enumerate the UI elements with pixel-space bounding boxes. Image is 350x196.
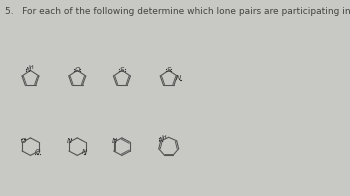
Text: 5.   For each of the following determine which lone pairs are participating in a: 5. For each of the following determine w… [5, 6, 350, 15]
Text: N: N [159, 137, 164, 143]
Text: O: O [21, 138, 26, 144]
Text: H: H [28, 65, 33, 70]
Text: S: S [120, 67, 124, 73]
Text: O: O [75, 67, 80, 73]
Text: N: N [176, 75, 181, 81]
Text: N: N [67, 138, 72, 144]
Text: N: N [82, 149, 87, 155]
Text: N: N [112, 138, 117, 144]
Text: N: N [26, 67, 32, 73]
Text: H: H [161, 135, 166, 140]
Text: S: S [167, 67, 171, 73]
Text: O: O [35, 149, 41, 155]
